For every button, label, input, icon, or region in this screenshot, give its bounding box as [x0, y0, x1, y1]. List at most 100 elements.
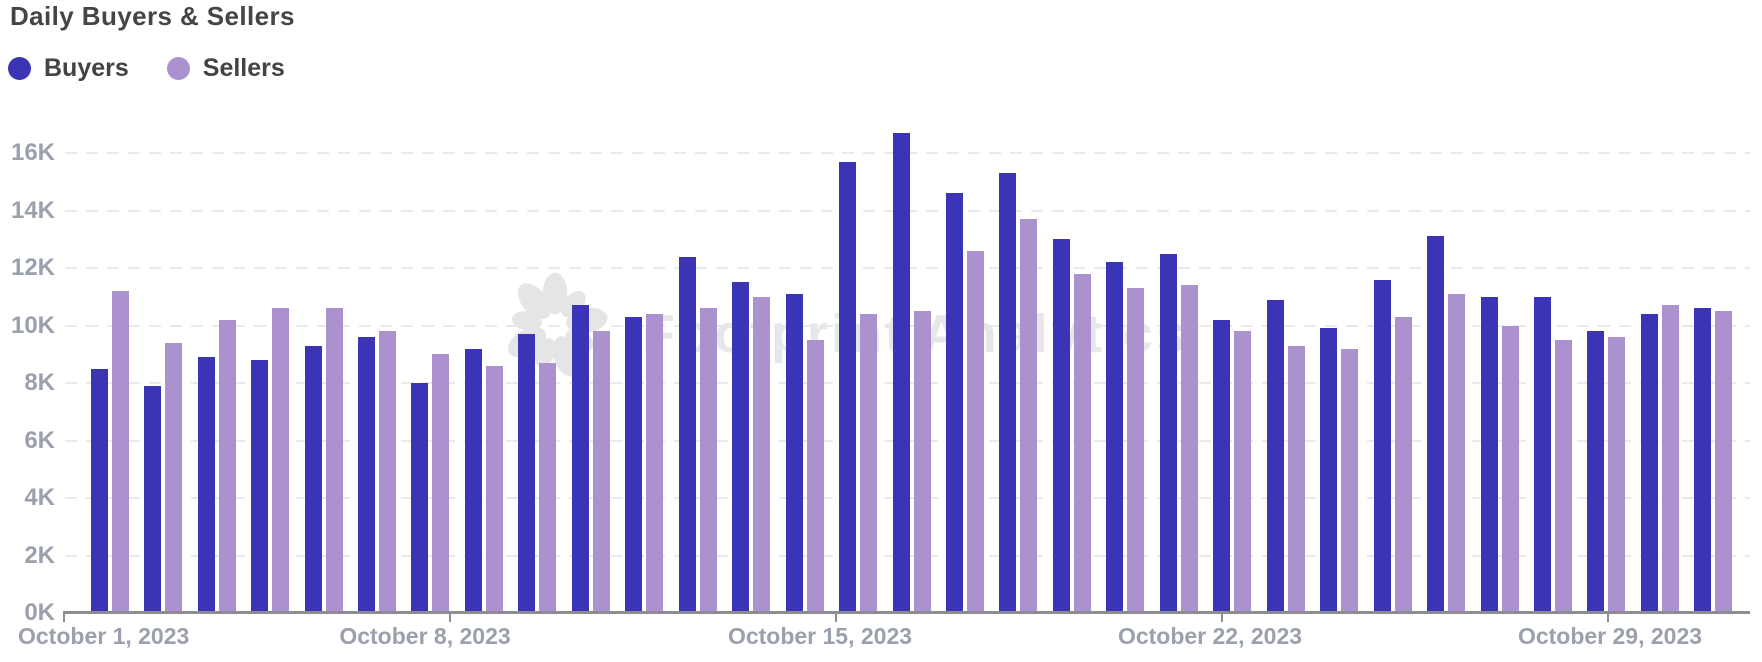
bar-group-october-25-2023[interactable]	[1366, 83, 1419, 613]
sellers-bar[interactable]	[218, 319, 236, 613]
bar-group-october-15-2023[interactable]	[831, 83, 884, 613]
buyers-bar[interactable]	[1266, 299, 1284, 613]
buyers-bar[interactable]	[1533, 296, 1551, 613]
sellers-bar[interactable]	[753, 296, 771, 613]
sellers-bar[interactable]	[1608, 337, 1626, 613]
sellers-dot-icon	[166, 57, 190, 80]
buyers-dot-icon	[8, 57, 31, 80]
sellers-bar[interactable]	[860, 314, 878, 613]
bar-group-october-29-2023[interactable]	[1580, 83, 1633, 613]
bar-group-october-6-2023[interactable]	[350, 83, 403, 613]
sellers-bar[interactable]	[165, 342, 183, 613]
sellers-bar[interactable]	[272, 308, 290, 613]
sellers-bar[interactable]	[1127, 288, 1145, 613]
sellers-bar[interactable]	[699, 308, 717, 613]
sellers-bar[interactable]	[1448, 293, 1466, 613]
buyers-bar[interactable]	[678, 256, 696, 613]
bar-group-october-5-2023[interactable]	[297, 83, 350, 613]
bar-group-october-20-2023[interactable]	[1099, 83, 1152, 613]
buyers-bar[interactable]	[732, 282, 750, 613]
bar-group-october-21-2023[interactable]	[1152, 83, 1205, 613]
bars-plot-area	[63, 83, 1750, 613]
sellers-bar[interactable]	[1554, 339, 1572, 613]
bar-group-october-2-2023[interactable]	[136, 83, 189, 613]
bar-group-october-14-2023[interactable]	[778, 83, 831, 613]
buyers-bar[interactable]	[1320, 328, 1338, 613]
bar-group-october-16-2023[interactable]	[885, 83, 938, 613]
bar-group-october-13-2023[interactable]	[724, 83, 777, 613]
bar-group-october-3-2023[interactable]	[190, 83, 243, 613]
sellers-bar[interactable]	[1661, 305, 1679, 613]
sellers-bar[interactable]	[1715, 311, 1733, 613]
sellers-bar[interactable]	[325, 308, 343, 613]
buyers-bar[interactable]	[144, 385, 162, 613]
bar-group-october-23-2023[interactable]	[1259, 83, 1312, 613]
buyers-bar[interactable]	[1694, 308, 1712, 613]
buyers-bar[interactable]	[892, 132, 910, 613]
buyers-bar[interactable]	[1373, 279, 1391, 613]
bar-group-october-28-2023[interactable]	[1526, 83, 1579, 613]
sellers-bar[interactable]	[1234, 331, 1252, 613]
buyers-bar[interactable]	[1052, 239, 1070, 613]
sellers-bar[interactable]	[1073, 273, 1091, 613]
sellers-bar[interactable]	[1341, 348, 1359, 613]
bar-group-october-30-2023[interactable]	[1633, 83, 1686, 613]
x-axis-label-3: October 15, 2023	[727, 623, 913, 649]
buyers-bar[interactable]	[1587, 331, 1605, 613]
sellers-bar[interactable]	[1180, 285, 1198, 613]
sellers-bar[interactable]	[806, 339, 824, 613]
bar-group-october-24-2023[interactable]	[1312, 83, 1365, 613]
buyers-bar[interactable]	[1106, 262, 1124, 613]
buyers-bar[interactable]	[90, 368, 108, 613]
sellers-bar[interactable]	[378, 331, 396, 613]
sellers-bar[interactable]	[592, 331, 610, 613]
buyers-bar[interactable]	[1480, 296, 1498, 613]
sellers-bar[interactable]	[913, 311, 931, 613]
sellers-bar[interactable]	[966, 250, 984, 613]
bar-group-october-17-2023[interactable]	[938, 83, 991, 613]
bar-group-october-4-2023[interactable]	[243, 83, 296, 613]
sellers-bar[interactable]	[1287, 345, 1305, 613]
sellers-bar[interactable]	[432, 354, 450, 613]
sellers-bar[interactable]	[1020, 219, 1038, 613]
buyers-bar[interactable]	[999, 173, 1017, 613]
buyers-bar[interactable]	[625, 316, 643, 613]
buyers-bar[interactable]	[304, 345, 322, 613]
sellers-bar[interactable]	[1501, 325, 1519, 613]
buyers-bar[interactable]	[571, 305, 589, 613]
bar-group-october-26-2023[interactable]	[1419, 83, 1472, 613]
buyers-bar[interactable]	[839, 161, 857, 613]
sellers-bar[interactable]	[1394, 316, 1412, 613]
bar-group-october-1-2023[interactable]	[83, 83, 136, 613]
bar-group-october-11-2023[interactable]	[618, 83, 671, 613]
buyers-bar[interactable]	[1159, 253, 1177, 613]
legend-item-buyers[interactable]: Buyers	[8, 54, 129, 83]
bar-group-october-10-2023[interactable]	[564, 83, 617, 613]
buyers-bar[interactable]	[357, 337, 375, 613]
buyers-bar[interactable]	[1640, 314, 1658, 613]
bar-group-october-27-2023[interactable]	[1473, 83, 1526, 613]
y-axis-label-6K: 6K	[24, 426, 55, 454]
buyers-bar[interactable]	[518, 334, 536, 613]
buyers-bar[interactable]	[464, 348, 482, 613]
buyers-bar[interactable]	[1427, 236, 1445, 613]
bar-group-october-31-2023[interactable]	[1687, 83, 1740, 613]
sellers-bar[interactable]	[539, 362, 557, 613]
buyers-bar[interactable]	[785, 293, 803, 613]
bar-group-october-7-2023[interactable]	[404, 83, 457, 613]
bar-group-october-18-2023[interactable]	[992, 83, 1045, 613]
buyers-bar[interactable]	[411, 383, 429, 613]
bar-group-october-12-2023[interactable]	[671, 83, 724, 613]
sellers-bar[interactable]	[646, 314, 664, 613]
buyers-bar[interactable]	[945, 193, 963, 613]
bar-group-october-22-2023[interactable]	[1206, 83, 1259, 613]
buyers-bar[interactable]	[197, 357, 215, 613]
bar-group-october-8-2023[interactable]	[457, 83, 510, 613]
bar-group-october-9-2023[interactable]	[511, 83, 564, 613]
legend-item-sellers[interactable]: Sellers	[166, 54, 285, 83]
bar-group-october-19-2023[interactable]	[1045, 83, 1098, 613]
sellers-bar[interactable]	[111, 291, 129, 613]
buyers-bar[interactable]	[1213, 319, 1231, 613]
sellers-bar[interactable]	[485, 365, 503, 613]
buyers-bar[interactable]	[251, 360, 269, 613]
